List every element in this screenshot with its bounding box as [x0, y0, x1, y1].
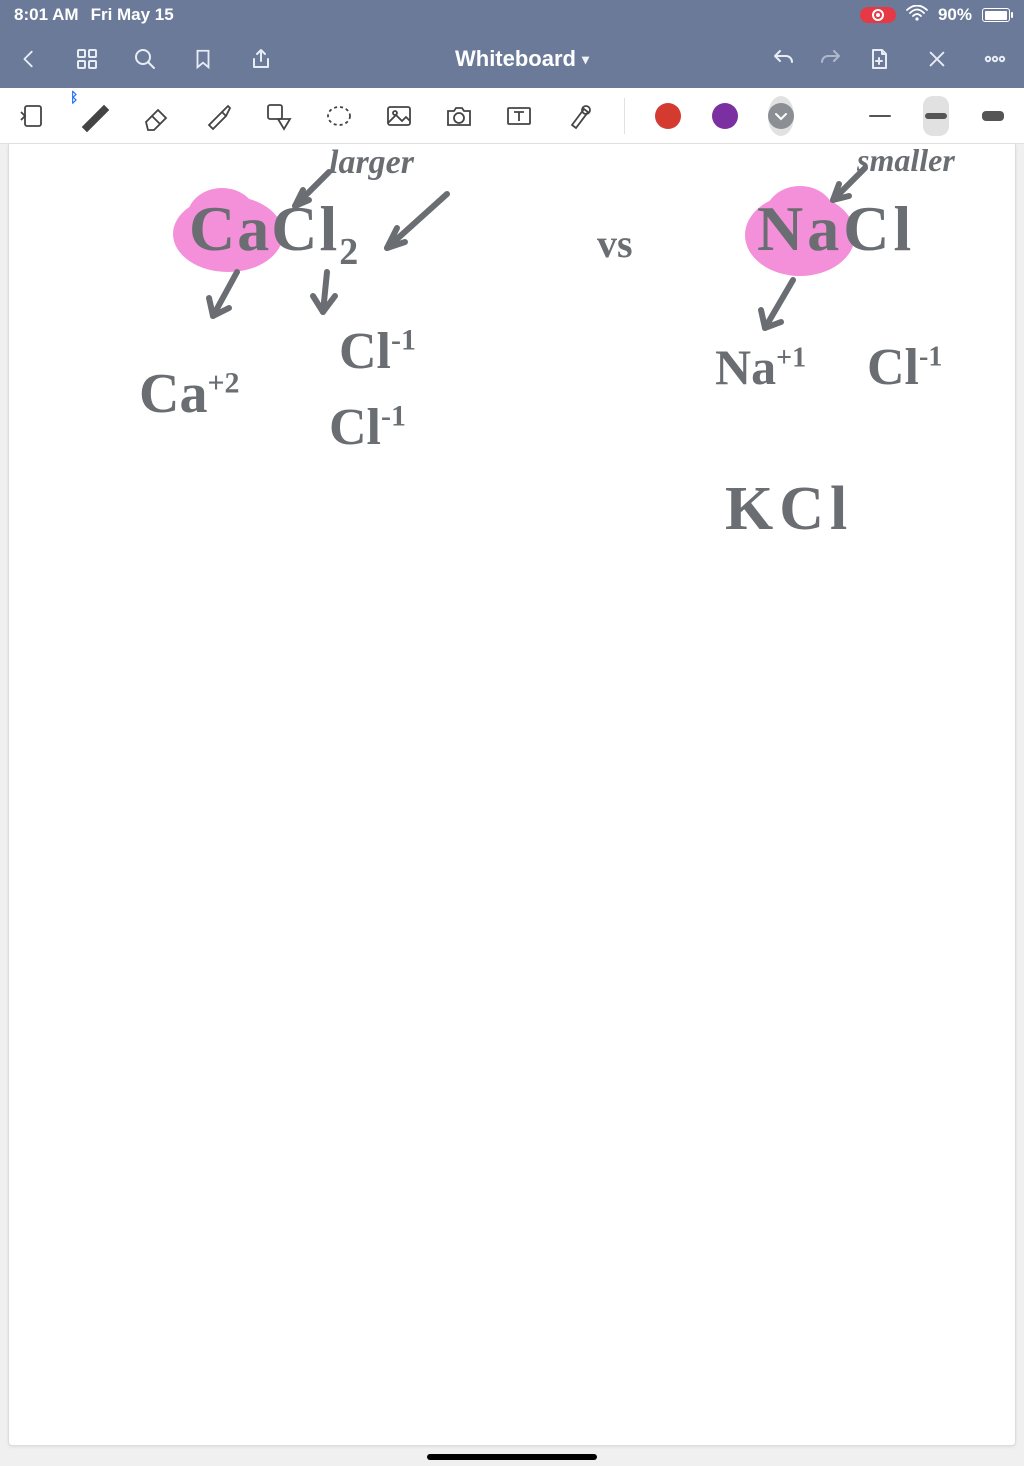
highlighter-tool[interactable] — [202, 99, 234, 133]
stroke-thin[interactable] — [866, 96, 893, 136]
camera-tool[interactable] — [444, 99, 474, 133]
wifi-icon — [906, 5, 928, 26]
nav-bar: Whiteboard ▾ — [0, 30, 1024, 88]
whiteboard-canvas[interactable]: larger smaller CaCl2 vs NaCl Ca+2 Cl-1 C… — [8, 144, 1016, 1446]
tool-bar: ᛒ — [0, 88, 1024, 144]
color-gray[interactable] — [768, 96, 795, 136]
back-button[interactable] — [14, 44, 44, 74]
home-indicator[interactable] — [427, 1454, 597, 1460]
tape-tool[interactable] — [564, 99, 594, 133]
page-title[interactable]: Whiteboard ▾ — [304, 46, 740, 72]
more-button[interactable] — [980, 44, 1010, 74]
color-purple[interactable] — [711, 96, 738, 136]
page-title-text: Whiteboard — [455, 46, 576, 72]
battery-percent: 90% — [938, 5, 972, 25]
stroke-medium[interactable] — [923, 96, 950, 136]
image-tool[interactable] — [384, 99, 414, 133]
bookmark-button[interactable] — [188, 44, 218, 74]
grid-view-button[interactable] — [72, 44, 102, 74]
color-red[interactable] — [655, 96, 682, 136]
share-button[interactable] — [246, 44, 276, 74]
undo-button[interactable] — [768, 44, 798, 74]
search-button[interactable] — [130, 44, 160, 74]
add-page-button[interactable] — [864, 44, 894, 74]
lasso-tool[interactable] — [324, 99, 354, 133]
ink-arrows — [9, 144, 1017, 644]
toolbar-divider — [624, 98, 625, 134]
text-tool[interactable] — [504, 99, 534, 133]
eraser-tool[interactable] — [140, 99, 172, 133]
stroke-thick[interactable] — [979, 96, 1006, 136]
pen-tool[interactable]: ᛒ — [78, 99, 110, 133]
status-date: Fri May 15 — [91, 5, 174, 25]
close-button[interactable] — [922, 44, 952, 74]
battery-icon — [982, 8, 1010, 22]
bluetooth-icon: ᛒ — [70, 89, 78, 105]
screen-record-indicator[interactable] — [860, 7, 896, 23]
shape-tool[interactable] — [264, 99, 294, 133]
readonly-tool[interactable] — [18, 99, 48, 133]
status-bar: 8:01 AM Fri May 15 90% — [0, 0, 1024, 30]
status-time: 8:01 AM — [14, 5, 79, 25]
chevron-down-icon: ▾ — [582, 51, 589, 68]
redo-button[interactable] — [816, 44, 846, 74]
